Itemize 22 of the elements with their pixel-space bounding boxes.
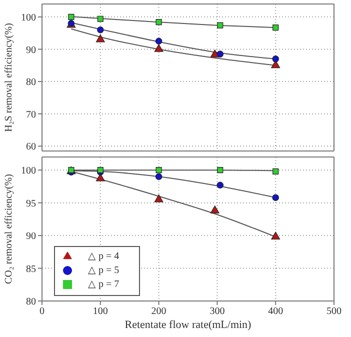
y-tick-label: 100 [21, 12, 36, 24]
y-tick-label: 60 [26, 142, 36, 153]
y-tick-label: 85 [26, 264, 36, 275]
y-tick-label: 80 [26, 296, 36, 308]
x-tick-label: 500 [326, 306, 342, 318]
y-tick-label: 100 [21, 166, 36, 177]
y-tick-label: 95 [26, 198, 36, 210]
x-axis-title: Retentate flow rate(mL/min) [124, 319, 252, 331]
y-tick-label: 90 [26, 231, 36, 242]
x-tick-label: 100 [92, 306, 108, 318]
y-axis-title: H₂S removal efficiency(%) [4, 23, 15, 132]
x-tick-label: 300 [210, 306, 225, 318]
legend-label: △ p = 4 [88, 251, 120, 262]
y-tick-label: 90 [26, 44, 36, 56]
x-tick-label: 400 [268, 306, 284, 318]
y-tick-label: 70 [26, 109, 36, 120]
y-tick-label: 80 [26, 77, 36, 88]
legend-label: △ p = 5 [88, 265, 120, 276]
y-axis-title: CO₂ removal efficiency(%) [4, 174, 15, 284]
x-tick-label: 200 [151, 306, 166, 318]
legend-label: △ p = 7 [88, 279, 120, 290]
x-tick-label: 0 [40, 306, 44, 318]
